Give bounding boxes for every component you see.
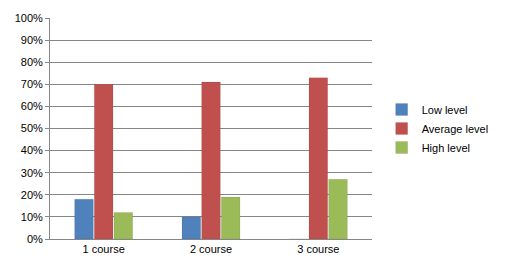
svg-text:20%: 20% [21, 189, 43, 201]
svg-text:10%: 10% [21, 211, 43, 223]
svg-text:3 course: 3 course [297, 243, 339, 255]
svg-text:50%: 50% [21, 122, 43, 134]
svg-text:High level: High level [422, 142, 470, 154]
svg-text:100%: 100% [15, 12, 43, 24]
svg-text:1 course: 1 course [83, 243, 125, 255]
svg-text:Average level: Average level [422, 123, 488, 135]
svg-text:90%: 90% [21, 34, 43, 46]
svg-text:40%: 40% [21, 144, 43, 156]
svg-text:80%: 80% [21, 56, 43, 68]
svg-text:0%: 0% [27, 233, 43, 245]
svg-text:60%: 60% [21, 100, 43, 112]
svg-text:Low level: Low level [422, 104, 468, 116]
svg-text:70%: 70% [21, 78, 43, 90]
svg-text:2 course: 2 course [190, 243, 232, 255]
svg-text:30%: 30% [21, 167, 43, 179]
